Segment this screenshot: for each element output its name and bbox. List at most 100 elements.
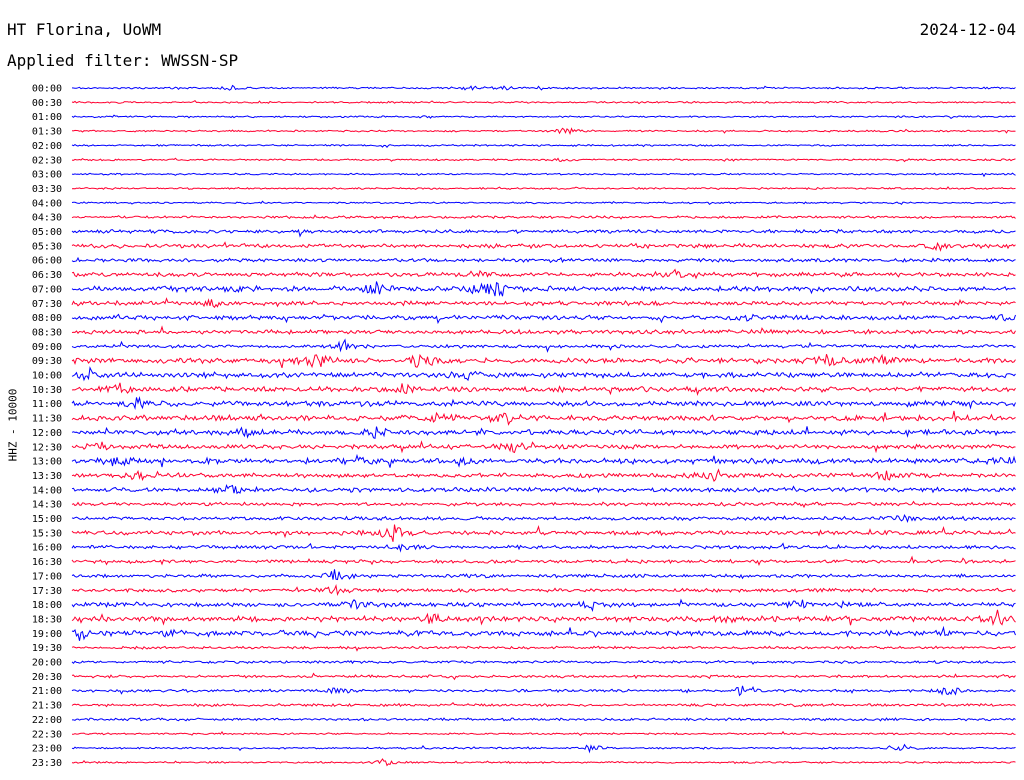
row-time-label: 04:00 <box>32 198 62 209</box>
seismic-trace <box>71 396 1016 410</box>
station-name: HT Florina, UoWM <box>7 20 162 39</box>
row-time-label: 11:00 <box>32 399 62 410</box>
seismic-trace <box>71 297 1016 309</box>
seismic-trace <box>72 717 1016 722</box>
row-time-label: 09:30 <box>32 356 62 367</box>
row-time-label: 20:30 <box>32 672 62 683</box>
row-time-label: 08:30 <box>32 327 62 338</box>
seismic-trace <box>71 483 1016 495</box>
seismic-trace <box>71 743 1016 754</box>
row-time-label: 15:00 <box>32 514 62 525</box>
row-time-label: 02:00 <box>32 141 62 152</box>
seismic-trace <box>71 366 1016 382</box>
row-time-label: 07:00 <box>32 284 62 295</box>
seismic-trace <box>71 672 1016 681</box>
seismic-trace <box>71 555 1016 567</box>
row-time-label: 06:30 <box>32 270 62 281</box>
seismic-trace <box>71 325 1016 336</box>
seismic-trace <box>71 353 1016 369</box>
seismic-trace <box>71 382 1016 397</box>
seismic-trace <box>72 730 1016 736</box>
seismic-trace <box>71 114 1016 120</box>
seismic-trace <box>71 542 1016 553</box>
row-time-label: 19:00 <box>32 629 62 640</box>
seismic-trace <box>71 468 1016 483</box>
seismic-trace <box>71 514 1016 524</box>
seismic-trace <box>71 214 1016 220</box>
row-time-label: 21:30 <box>32 701 62 712</box>
row-time-label: 01:00 <box>32 112 62 123</box>
row-time-label: 05:30 <box>32 241 62 252</box>
seismic-trace <box>71 625 1016 641</box>
row-time-label: 02:30 <box>32 155 62 166</box>
seismic-trace <box>71 256 1016 264</box>
seismic-trace <box>71 228 1016 238</box>
seismic-trace <box>71 100 1016 105</box>
seismic-trace <box>71 659 1016 665</box>
seismic-trace <box>71 157 1016 163</box>
row-time-label: 13:30 <box>32 471 62 482</box>
row-time-label: 04:30 <box>32 213 62 224</box>
row-time-label: 06:00 <box>32 256 62 267</box>
seismic-trace <box>71 609 1016 627</box>
seismic-trace <box>71 410 1016 426</box>
row-time-label: 22:00 <box>32 715 62 726</box>
seismic-trace <box>71 426 1016 440</box>
row-time-label: 05:00 <box>32 227 62 238</box>
row-time-label: 10:30 <box>32 385 62 396</box>
row-time-label: 12:00 <box>32 428 62 439</box>
row-time-label: 14:00 <box>32 485 62 496</box>
row-time-label: 11:30 <box>32 414 62 425</box>
seismic-trace <box>71 598 1016 613</box>
row-time-label: 13:00 <box>32 457 62 468</box>
seismic-trace <box>71 453 1016 468</box>
seismic-trace <box>71 500 1016 509</box>
seismic-trace <box>71 685 1016 697</box>
seismic-trace <box>71 758 1016 767</box>
seismic-trace <box>71 241 1016 252</box>
seismic-trace <box>71 524 1016 542</box>
seismic-trace <box>71 338 1016 353</box>
row-time-label: 16:00 <box>32 543 62 554</box>
row-time-label: 00:00 <box>32 84 62 95</box>
seismic-trace <box>71 143 1016 148</box>
seismic-trace <box>71 584 1016 597</box>
row-time-label: 23:00 <box>32 744 62 755</box>
row-time-label: 17:30 <box>32 586 62 597</box>
row-time-label: 18:00 <box>32 600 62 611</box>
row-time-label: 09:00 <box>32 342 62 353</box>
row-time-label: 10:00 <box>32 371 62 382</box>
seismic-trace <box>71 84 1016 91</box>
seismic-trace <box>71 645 1016 652</box>
seismic-trace <box>71 440 1016 454</box>
row-time-label: 20:00 <box>32 658 62 669</box>
row-time-label: 17:00 <box>32 571 62 582</box>
row-time-label: 03:30 <box>32 184 62 195</box>
seismic-trace <box>71 281 1016 297</box>
row-time-label: 16:30 <box>32 557 62 568</box>
row-time-label: 22:30 <box>32 729 62 740</box>
filter-label: Applied filter: WWSSN-SP <box>7 51 239 70</box>
seismic-trace <box>71 200 1016 206</box>
seismic-trace <box>71 186 1016 190</box>
row-time-label: 19:30 <box>32 643 62 654</box>
seismic-trace <box>71 701 1016 708</box>
row-time-label: 01:30 <box>32 127 62 138</box>
seismic-trace <box>71 268 1016 280</box>
row-time-label: 07:30 <box>32 299 62 310</box>
seismic-trace <box>71 172 1016 178</box>
row-time-label: 21:00 <box>32 686 62 697</box>
row-time-label: 14:30 <box>32 500 62 511</box>
row-time-label: 08:00 <box>32 313 62 324</box>
row-time-label: 15:30 <box>32 528 62 539</box>
row-time-label: 00:30 <box>32 98 62 109</box>
seismic-trace <box>71 313 1016 325</box>
row-time-label: 18:30 <box>32 614 62 625</box>
row-time-label: 03:00 <box>32 170 62 181</box>
row-time-label: 23:30 <box>32 758 62 769</box>
seismic-trace <box>71 127 1016 136</box>
record-date: 2024-12-04 <box>919 20 1016 39</box>
row-time-label: 12:30 <box>32 442 62 453</box>
seismic-trace <box>71 569 1016 581</box>
